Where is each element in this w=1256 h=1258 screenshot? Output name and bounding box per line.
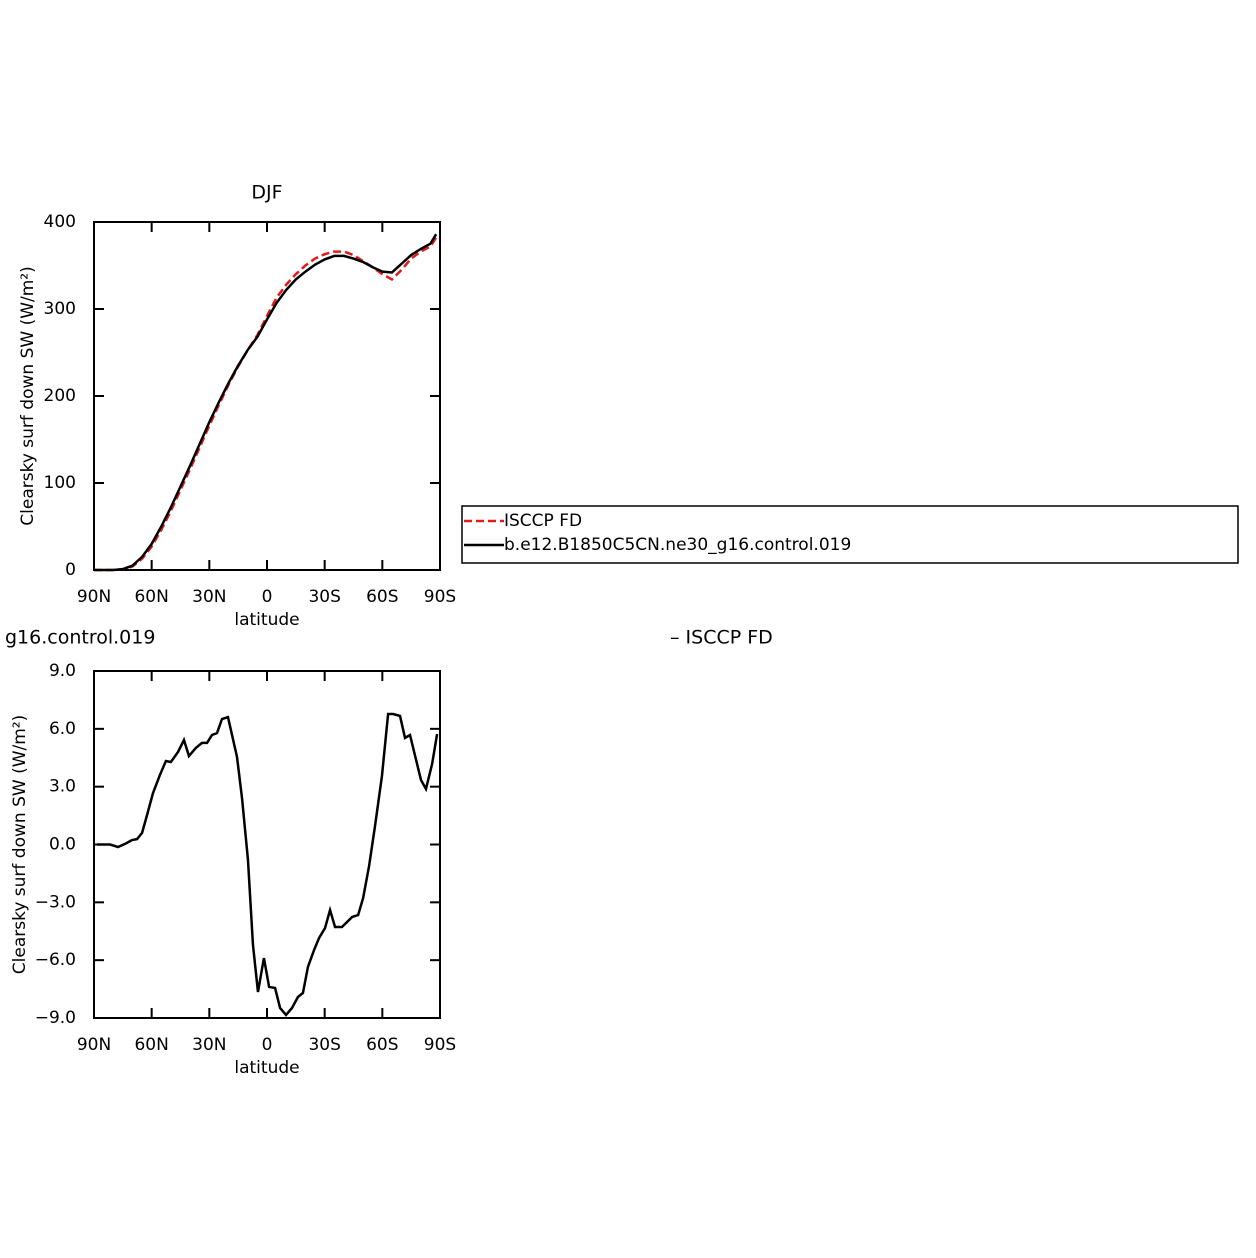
data-line (97, 712, 439, 1017)
chart-title: DJF (251, 182, 282, 204)
legend-label: b.e12.B1850C5CN.ne30_g16.control.019 (504, 535, 851, 555)
x-axis-label: latitude (234, 610, 299, 630)
y-tick-label: −3.0 (35, 892, 76, 912)
x-tick-label: 60S (366, 587, 398, 607)
x-tick-label: 0 (262, 1035, 273, 1055)
y-tick-label: 6.0 (49, 719, 76, 739)
x-tick-label: 0 (262, 587, 273, 607)
x-tick-label: 90S (424, 1035, 456, 1055)
x-tick-label: 30N (192, 587, 226, 607)
y-tick-label: 3.0 (49, 777, 76, 797)
y-tick-label: 0 (65, 560, 76, 580)
y-tick-label: −6.0 (35, 950, 76, 970)
x-tick-label: 90N (77, 587, 111, 607)
x-tick-label: 30N (192, 1035, 226, 1055)
x-tick-label: 60N (134, 1035, 168, 1055)
legend-label: ISCCP FD (504, 511, 582, 531)
legend-box (461, 505, 1239, 564)
plot-frame (93, 221, 441, 571)
y-tick-label: 0.0 (49, 835, 76, 855)
data-line (94, 236, 438, 572)
y-tick-label: 400 (44, 212, 76, 232)
y-tick-label: 200 (44, 386, 76, 406)
x-tick-label: 60S (366, 1035, 398, 1055)
y-axis-label: Clearsky surf down SW (W/m²) (10, 715, 30, 974)
x-tick-label: 60N (134, 587, 168, 607)
y-tick-label: 300 (44, 299, 76, 319)
y-tick-label: −9.0 (35, 1008, 76, 1028)
x-tick-label: 30S (308, 1035, 340, 1055)
y-tick-label: 100 (44, 473, 76, 493)
x-tick-label: 30S (308, 587, 340, 607)
y-tick-label: 9.0 (49, 661, 76, 681)
x-axis-label: latitude (234, 1058, 299, 1078)
y-axis-label: Clearsky surf down SW (W/m²) (18, 266, 38, 525)
data-line (94, 233, 438, 572)
chart-title: – ISCCP FD (670, 627, 773, 649)
x-tick-label: 90S (424, 587, 456, 607)
chart-title: g16.control.019 (5, 627, 155, 649)
x-tick-label: 90N (77, 1035, 111, 1055)
